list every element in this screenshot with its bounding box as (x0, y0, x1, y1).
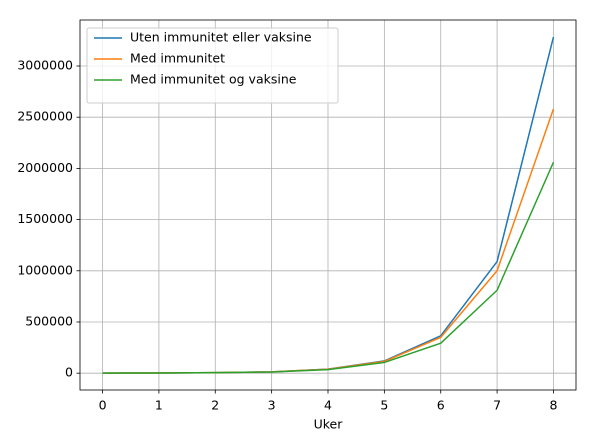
legend-label: Med immunitet og vaksine (130, 72, 297, 87)
y-tick-label: 1000000 (17, 262, 73, 277)
x-axis-label: Uker (314, 417, 344, 432)
plot-frame (79, 19, 577, 391)
legend: Uten immunitet eller vaksine Med immunite… (86, 27, 339, 104)
x-tick-label: 3 (268, 398, 276, 413)
x-tick-label: 7 (493, 398, 501, 413)
y-tick-label: 2000000 (17, 160, 73, 175)
y-tick-label: 2500000 (17, 109, 73, 124)
legend-label: Uten immunitet eller vaksine (130, 30, 312, 45)
y-tick-label: 1500000 (17, 211, 73, 226)
y-tick-label: 0 (65, 365, 73, 380)
x-tick-label: 8 (549, 398, 557, 413)
legend-label: Med immunitet (130, 51, 225, 66)
x-tick-label: 2 (211, 398, 219, 413)
x-tick-label: 6 (437, 398, 445, 413)
y-tick-label: 3000000 (17, 58, 73, 73)
x-tick-label: 0 (99, 398, 107, 413)
x-tick-label: 1 (155, 398, 163, 413)
x-tick-label: 4 (324, 398, 332, 413)
x-tick-label: 5 (380, 398, 388, 413)
series-line (102, 161, 555, 374)
legend-box (86, 27, 339, 104)
y-tick-label: 500000 (25, 313, 73, 328)
